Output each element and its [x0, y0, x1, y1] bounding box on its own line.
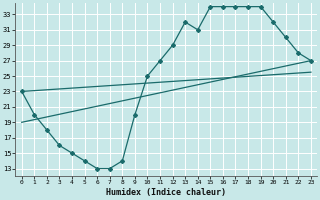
X-axis label: Humidex (Indice chaleur): Humidex (Indice chaleur) — [106, 188, 226, 197]
